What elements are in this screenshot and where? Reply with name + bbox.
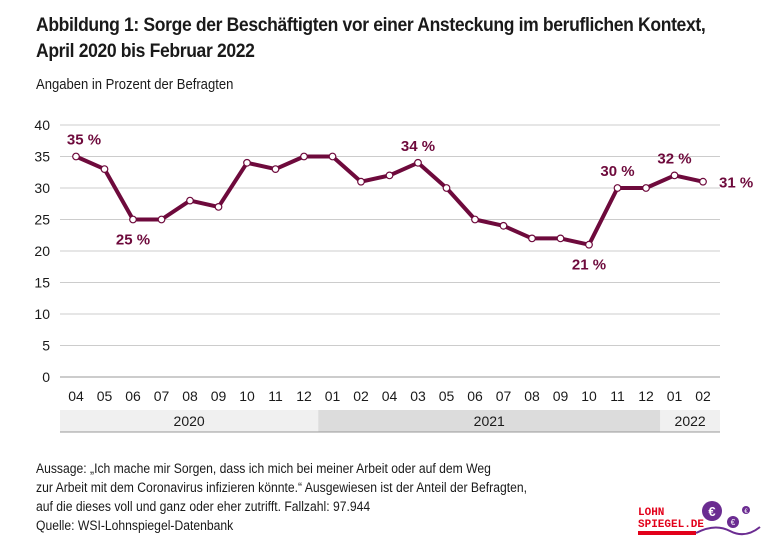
title-line-2: April 2020 bis Februar 2022 [36,40,255,62]
data-point [186,196,194,205]
year-band [60,410,319,432]
data-point [556,234,565,243]
data-label: 35 % [67,132,101,149]
x-tick-label: 08 [182,388,198,404]
data-label: 31 % [719,175,753,192]
chart-subtitle: Angaben in Prozent der Befragten [36,77,234,93]
data-point [328,152,337,161]
x-tick-label: 10 [581,388,597,404]
year-label: 2022 [675,413,706,429]
x-tick-label: 09 [211,388,227,404]
data-label: 30 % [600,163,634,180]
data-point [414,158,422,167]
x-tick-label: 03 [410,388,426,404]
x-tick-label: 11 [610,388,625,404]
year-label: 2020 [174,413,205,429]
y-tick-label: 15 [34,275,50,291]
x-tick-label: 01 [325,388,341,404]
svg-text:€: € [744,509,748,515]
data-point [499,221,508,230]
data-point [699,177,707,186]
data-label: 32 % [657,150,691,167]
data-point [243,158,251,167]
x-tick-label: 04 [68,388,84,404]
data-point [528,234,536,243]
x-tick-label: 08 [524,388,540,404]
x-tick-label: 02 [353,388,369,404]
footnote-line: auf die dieses voll und ganz oder eher z… [36,499,371,514]
x-tick-label: 04 [382,388,398,404]
data-point [442,184,451,192]
y-tick-label: 30 [34,180,50,196]
y-tick-label: 0 [42,369,50,385]
data-point [271,165,280,174]
year-band [318,410,661,432]
x-tick-label: 11 [268,388,283,404]
footnote-line: Aussage: „Ich mache mir Sorgen, dass ich… [36,461,491,476]
data-point [471,215,479,224]
data-point [72,152,80,161]
x-tick-label: 06 [467,388,483,404]
year-label: 2021 [474,413,505,429]
y-tick-label: 20 [34,243,50,259]
data-point [129,215,137,224]
chart-title: Abbildung 1: Sorge der Beschäftigten vor… [36,12,756,64]
year-band [660,410,720,432]
x-tick-label: 12 [296,388,312,404]
x-tick-label: 02 [695,388,711,404]
svg-text:€: € [708,504,715,519]
x-tick-label: 05 [97,388,113,404]
y-tick-label: 10 [34,306,50,322]
y-tick-label: 35 [34,149,50,165]
data-label: 21 % [572,257,606,274]
data-point [670,171,679,180]
data-point [100,165,109,174]
data-point [642,184,650,192]
svg-text:LOHN: LOHN [638,507,664,519]
chart-footnote: Aussage: „Ich mache mir Sorgen, dass ich… [36,459,612,535]
data-label: 25 % [116,232,150,249]
svg-text:SPIEGEL.DE: SPIEGEL.DE [638,519,704,531]
x-tick-label: 05 [439,388,455,404]
x-tick-label: 06 [125,388,141,404]
footnote-line: zur Arbeit mit dem Coronavirus infiziere… [36,480,527,495]
data-point [214,202,223,211]
y-tick-label: 25 [34,212,50,228]
source-line: Quelle: WSI-Lohnspiegel-Datenbank [36,518,234,533]
title-line-1: Abbildung 1: Sorge der Beschäftigten vor… [36,14,706,36]
data-point [157,215,166,224]
x-tick-label: 07 [154,388,170,404]
x-tick-label: 09 [553,388,569,404]
y-tick-label: 40 [34,117,50,133]
x-tick-label: 01 [667,388,683,404]
data-point [613,184,622,192]
x-tick-label: 10 [239,388,255,404]
svg-text:€: € [731,518,736,527]
x-tick-label: 12 [638,388,654,404]
data-label: 34 % [401,138,435,155]
y-tick-label: 5 [42,338,50,354]
data-point [300,152,308,161]
data-point [357,177,365,186]
x-tick-label: 07 [496,388,512,404]
lohnspiegel-logo: LOHN SPIEGEL.DE € € € [638,501,761,536]
data-point [385,171,394,180]
data-point [585,240,593,249]
